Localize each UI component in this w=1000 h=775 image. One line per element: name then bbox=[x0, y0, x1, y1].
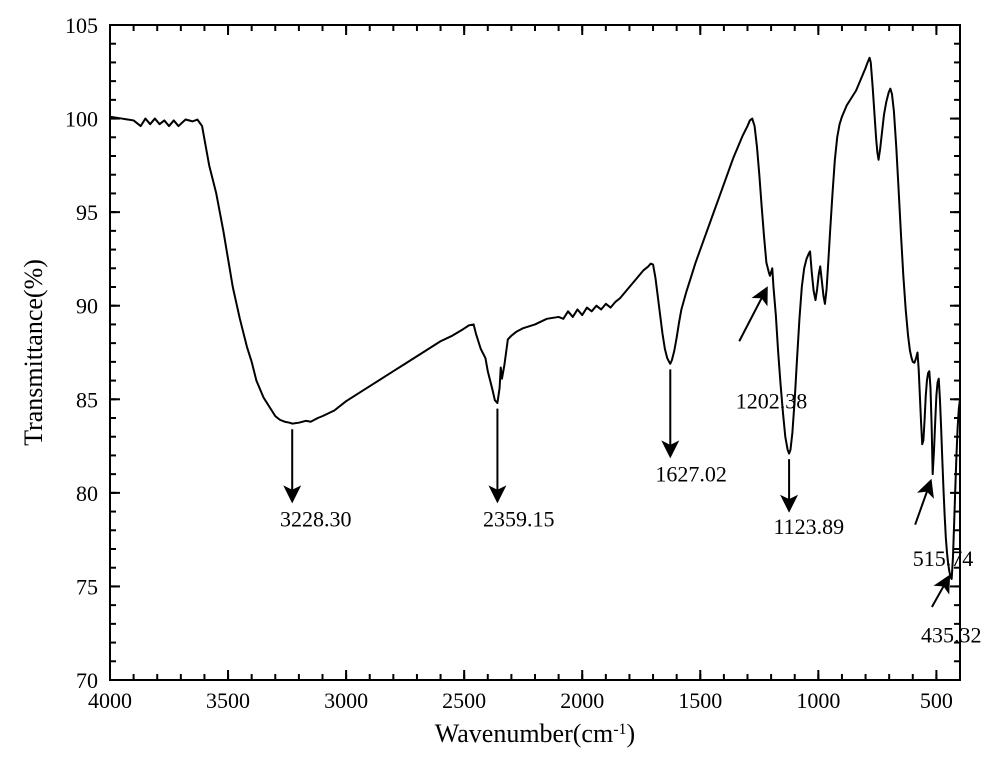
peak-label: 1123.89 bbox=[773, 514, 844, 539]
x-tick-label: 3500 bbox=[206, 688, 250, 713]
y-axis-label: Transmittance(%) bbox=[19, 259, 48, 446]
peak-label: 2359.15 bbox=[483, 507, 555, 532]
ftir-spectrum-chart: 4000350030002500200015001000500707580859… bbox=[0, 0, 1000, 775]
peak-label: 515.74 bbox=[913, 546, 974, 571]
x-tick-label: 2000 bbox=[560, 688, 604, 713]
x-tick-label: 500 bbox=[920, 688, 953, 713]
y-tick-label: 70 bbox=[76, 668, 98, 693]
peak-label: 435.32 bbox=[921, 623, 982, 648]
y-tick-label: 75 bbox=[76, 574, 98, 599]
peak-label: 3228.30 bbox=[280, 507, 352, 532]
y-tick-label: 100 bbox=[65, 107, 98, 132]
y-tick-label: 105 bbox=[65, 13, 98, 38]
peak-label: 1202.38 bbox=[736, 389, 808, 414]
y-tick-label: 85 bbox=[76, 387, 98, 412]
y-tick-label: 80 bbox=[76, 481, 98, 506]
x-tick-label: 3000 bbox=[324, 688, 368, 713]
x-tick-label: 1500 bbox=[678, 688, 722, 713]
peak-label: 1627.02 bbox=[655, 462, 727, 487]
x-tick-label: 2500 bbox=[442, 688, 486, 713]
x-tick-label: 1000 bbox=[796, 688, 840, 713]
y-tick-label: 95 bbox=[76, 200, 98, 225]
x-axis-label: Wavenumber(cm-1) bbox=[435, 719, 635, 748]
y-tick-label: 90 bbox=[76, 294, 98, 319]
